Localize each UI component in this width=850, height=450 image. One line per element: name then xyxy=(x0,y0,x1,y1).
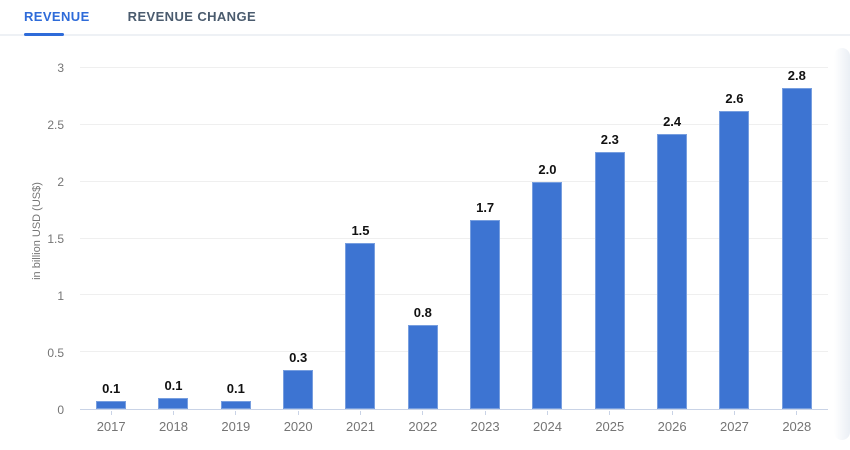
bar-2018[interactable] xyxy=(158,397,189,409)
bars: 0.1 0.1 0.1 0.3 1.5 0.8 1.7 2.0 2.3 2.4 2.6 2.8 xyxy=(80,68,828,409)
x-tick-mark xyxy=(297,411,299,415)
y-tick-label: 1.5 xyxy=(47,232,64,246)
tab-revenue[interactable]: REVENUE xyxy=(24,9,90,36)
plot-area: 0.1 0.1 0.1 0.3 1.5 0.8 1.7 2.0 2.3 2.4 2.6 2.8 xyxy=(80,67,828,410)
bar-2017[interactable] xyxy=(96,401,127,409)
x-tick-label: 2017 xyxy=(96,419,126,434)
y-tick-label: 1 xyxy=(57,289,64,303)
gridline xyxy=(80,180,828,182)
gridlines xyxy=(80,67,828,409)
x-tick-2023: 2023 xyxy=(454,411,516,434)
x-tick-2024: 2024 xyxy=(516,411,578,434)
x-tick-mark xyxy=(733,411,735,415)
bar-value-label: 1.7 xyxy=(476,200,495,216)
bar-value-label: 2.3 xyxy=(600,132,619,148)
bar-slot: 0.1 xyxy=(142,68,204,409)
bar-value-label: 2.8 xyxy=(787,68,806,83)
x-tick-label: 2020 xyxy=(283,419,313,434)
x-tick-label: 2019 xyxy=(221,419,251,434)
bar-value-label: 1.5 xyxy=(351,223,370,239)
x-tick-2027: 2027 xyxy=(703,411,765,434)
x-tick-label: 2028 xyxy=(782,419,812,434)
gridline xyxy=(80,67,828,68)
tab-revenue-label: REVENUE xyxy=(24,9,90,24)
bar-slot: 1.5 xyxy=(329,68,391,409)
bar-slot: 2.3 xyxy=(579,68,641,409)
bar-value-label: 0.1 xyxy=(164,377,183,393)
active-tab-indicator xyxy=(24,33,64,36)
x-tick-label: 2025 xyxy=(595,419,625,434)
bar-2026[interactable] xyxy=(657,133,688,409)
x-tick-label: 2027 xyxy=(719,419,749,434)
x-tick-label: 2022 xyxy=(408,419,438,434)
bar-slot: 0.3 xyxy=(267,68,329,409)
x-tick-2022: 2022 xyxy=(392,411,454,434)
tab-bar: REVENUE REVENUE CHANGE xyxy=(0,0,850,36)
bar-2027[interactable] xyxy=(719,111,750,409)
y-tick-label: 2 xyxy=(57,175,64,189)
bar-slot: 2.4 xyxy=(641,68,703,409)
x-tick-mark xyxy=(172,411,174,415)
bar-2021[interactable] xyxy=(345,243,376,409)
y-tick-label: 2.5 xyxy=(47,118,64,132)
bar-slot: 0.1 xyxy=(80,68,142,409)
x-tick-label: 2021 xyxy=(346,419,375,434)
gridline xyxy=(80,351,828,353)
bar-slot: 2.6 xyxy=(703,68,765,409)
x-tick-mark xyxy=(671,411,673,415)
x-tick-2028: 2028 xyxy=(766,411,828,434)
x-tick-label: 2018 xyxy=(159,419,188,434)
x-tick-mark xyxy=(609,411,611,415)
x-axis: 2017 2018 2019 2020 2021 2022 2023 2024 2025 2026… xyxy=(80,411,828,434)
bar-2020[interactable] xyxy=(283,370,314,409)
x-tick-2019: 2019 xyxy=(205,411,267,434)
y-axis-tick-labels: 0 0.5 1 1.5 2 2.5 3 xyxy=(0,61,64,417)
x-tick-label: 2026 xyxy=(657,419,687,434)
x-tick-2017: 2017 xyxy=(80,411,142,434)
bar-2019[interactable] xyxy=(220,401,251,409)
gridline xyxy=(80,237,828,239)
bar-value-label: 2.0 xyxy=(538,161,557,177)
x-tick-mark xyxy=(546,411,548,415)
bar-slot: 0.1 xyxy=(205,68,267,409)
gridline xyxy=(80,294,828,296)
bar-2022[interactable] xyxy=(407,324,438,409)
x-tick-mark xyxy=(484,411,486,415)
bar-value-label: 0.1 xyxy=(226,381,245,397)
x-tick-mark xyxy=(359,411,361,415)
gridline xyxy=(80,123,828,125)
bar-slot: 0.8 xyxy=(392,68,454,409)
bar-value-label: 2.6 xyxy=(725,91,744,107)
x-tick-mark xyxy=(110,411,112,415)
bar-slot: 1.7 xyxy=(454,68,516,409)
tab-revenue-change-label: REVENUE CHANGE xyxy=(127,9,257,24)
bar-2025[interactable] xyxy=(594,152,625,409)
y-tick-label: 3 xyxy=(57,61,64,75)
x-tick-2018: 2018 xyxy=(142,411,204,434)
bar-value-label: 2.4 xyxy=(663,113,682,129)
bar-value-label: 0.8 xyxy=(413,304,432,320)
x-tick-2025: 2025 xyxy=(579,411,641,434)
x-tick-2021: 2021 xyxy=(329,411,391,434)
bar-slot: 2.8 xyxy=(766,68,828,409)
bar-2028[interactable] xyxy=(781,88,812,409)
bar-slot: 2.0 xyxy=(516,68,578,409)
x-tick-label: 2024 xyxy=(533,419,562,434)
bar-2023[interactable] xyxy=(470,220,501,409)
bar-value-label: 0.3 xyxy=(289,350,308,366)
x-tick-label: 2023 xyxy=(470,419,500,434)
tab-revenue-change[interactable]: REVENUE CHANGE xyxy=(128,9,256,34)
bar-2024[interactable] xyxy=(532,181,563,409)
right-edge-fade xyxy=(834,48,850,440)
bar-value-label: 0.1 xyxy=(102,381,121,397)
x-tick-2020: 2020 xyxy=(267,411,329,434)
x-tick-mark xyxy=(422,411,424,415)
y-tick-label: 0 xyxy=(57,403,64,417)
x-tick-mark xyxy=(235,411,237,415)
x-tick-mark xyxy=(796,411,798,415)
y-tick-label: 0.5 xyxy=(47,346,64,360)
x-tick-2026: 2026 xyxy=(641,411,703,434)
